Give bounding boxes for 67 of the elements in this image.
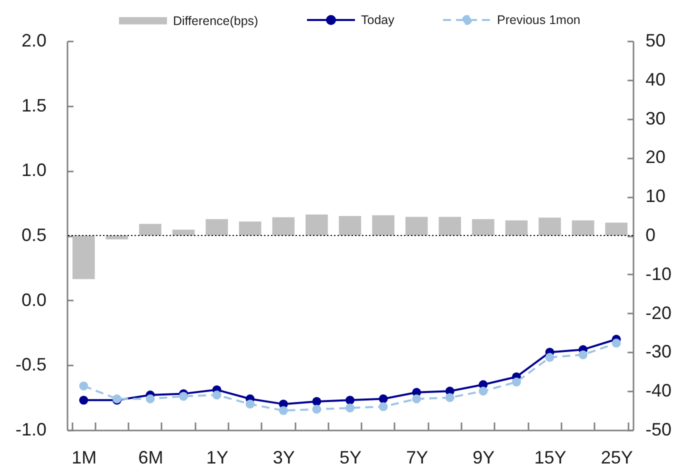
x-tick-label: 5Y [339,448,362,466]
bar [372,215,394,236]
bar [538,218,561,236]
x-tick-label: 9Y [472,448,495,466]
bar [405,216,428,236]
bar [505,220,528,236]
point [179,392,188,401]
bar [605,222,628,236]
bar [72,236,95,280]
point [478,386,488,396]
x-tick-label: 25Y [600,448,633,466]
x-tick-label: 6M [138,448,164,466]
legend-label: Previous 1mon [497,13,580,27]
point [312,397,322,406]
point [346,403,354,412]
y-tick-label: -1.0 [15,420,46,440]
bar [438,216,462,236]
point [278,406,288,416]
point [246,400,255,409]
y-tick-label: 1.0 [21,160,46,180]
bar [206,219,228,236]
y2-tick-label: -20 [646,302,672,323]
bar [572,220,594,236]
y2-tick-label: 30 [646,108,666,128]
point [79,396,88,405]
y2-tick-label: 50 [646,30,666,50]
y-tick-label: -0.5 [15,354,46,375]
y-tick-label: 0.0 [21,290,46,310]
point [445,393,454,402]
x-tick-label: 15Y [534,448,566,466]
bar [272,217,295,236]
y-tick-label: 1.5 [21,95,46,116]
point [612,338,621,348]
y2-tick-label: -10 [646,264,672,284]
legend-label: Today [361,13,396,27]
bar [139,224,162,236]
y2-tick-label: -50 [646,420,672,440]
point [346,396,354,405]
x-tick-label: 1M [72,448,97,466]
y-tick-label: 0.5 [21,225,46,245]
point [378,394,388,404]
point [212,390,222,400]
y2-tick-label: 20 [646,147,666,168]
point [79,381,88,390]
point [412,394,422,404]
y2-tick-label: -40 [646,380,672,401]
bar [338,216,362,236]
y2-tick-label: 10 [646,186,666,206]
point [378,402,388,412]
x-tick-label: 1Y [206,448,228,466]
bar [306,214,328,236]
bar [172,230,195,236]
point [512,378,521,386]
point [146,394,155,404]
y-tick-label: 2.0 [21,30,46,50]
y2-tick-label: 0 [646,225,656,245]
bar [106,236,128,240]
bar [472,219,494,236]
bar [238,221,262,236]
x-tick-label: 7Y [406,448,428,466]
y2-tick-label: -30 [646,342,672,362]
legend-label: Difference(bps) [173,14,258,28]
point [578,350,588,360]
point [545,352,554,362]
x-tick-label: 3Y [272,448,295,466]
y2-tick-label: 40 [646,69,666,90]
point [312,404,322,414]
